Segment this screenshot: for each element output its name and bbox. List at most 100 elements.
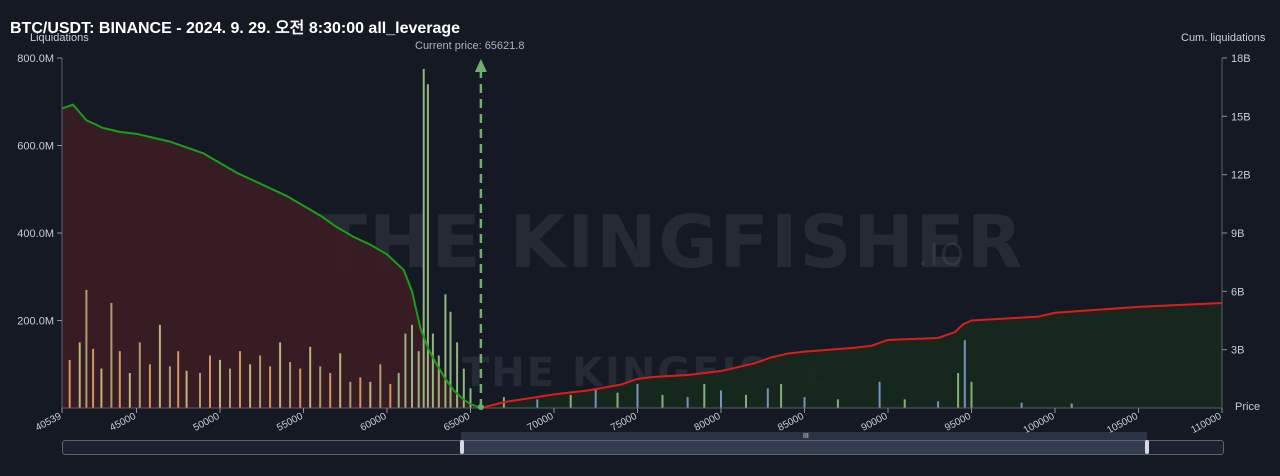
left-tick-label: 600.0M — [17, 141, 54, 153]
liquidation-bar — [444, 294, 447, 409]
liquidation-bar — [836, 399, 839, 409]
liquidation-bar — [158, 324, 161, 408]
current-price-arrow-icon — [474, 59, 487, 72]
liquidation-bar — [185, 370, 188, 408]
liquidation-bar — [92, 348, 95, 408]
liquidation-bar — [279, 342, 282, 408]
liquidation-bar — [309, 346, 312, 409]
liquidation-bar — [369, 381, 372, 409]
liquidation-bar — [569, 394, 572, 408]
liquidation-bar — [138, 342, 141, 408]
liquidation-bar — [766, 388, 769, 408]
cumulative-long-line — [480, 302, 1223, 409]
chart-title: BTC/USDT: BINANCE - 2024. 9. 29. 오전 8:30… — [10, 20, 461, 37]
liquidation-bar — [229, 368, 231, 408]
liquidation-bar — [299, 368, 302, 408]
liquidation-bar — [803, 397, 806, 408]
liquidation-bar — [128, 373, 131, 408]
liquidation-bar — [536, 399, 539, 409]
right-tick-label: 3B — [1231, 345, 1244, 357]
liquidation-bar — [118, 351, 121, 408]
navigator-top-band — [461, 432, 1147, 440]
liquidation-bar — [359, 377, 362, 408]
liquidation-bar — [339, 353, 342, 408]
right-tick-label: 18B — [1231, 53, 1251, 65]
liquidation-bar — [780, 383, 783, 408]
liquidation-bar — [177, 351, 180, 408]
x-tick-label: 75000 — [609, 411, 639, 434]
liquidation-bar — [289, 362, 292, 408]
left-tick-label: 800.0M — [17, 53, 54, 65]
navigator-right-handle[interactable] — [1145, 440, 1149, 454]
right-tick-label: 6B — [1231, 286, 1244, 298]
x-tick-label: 55000 — [275, 411, 305, 434]
liquidation-bar — [594, 388, 597, 408]
liquidation-bar — [319, 366, 322, 408]
watermark-large: THE KINGFISHER — [318, 200, 1025, 284]
right-tick-label: 15B — [1231, 111, 1251, 123]
liquidation-bar — [329, 373, 332, 408]
x-axis-title: Price — [1235, 401, 1261, 413]
x-tick-label: 40539 — [34, 411, 64, 434]
left-tick-label: 400.0M — [17, 228, 54, 240]
liquidation-bar — [422, 68, 425, 409]
liquidation-bar — [239, 351, 241, 408]
liquidation-bar — [437, 355, 440, 408]
liquidation-bar — [168, 366, 171, 408]
liquidation-bar — [878, 381, 881, 409]
x-tick-label: 110000 — [1189, 411, 1223, 436]
x-tick-label: 50000 — [192, 411, 222, 434]
liquidation-bar — [1070, 403, 1073, 408]
left-axis-title: Liquidations — [30, 32, 89, 44]
liquidation-bar — [259, 355, 262, 408]
liquidation-bar — [449, 311, 452, 409]
navigator-grip-icon[interactable]: III — [803, 433, 809, 440]
liquidation-bar — [686, 397, 689, 408]
liquidation-bar — [469, 388, 472, 408]
liquidation-bar — [720, 390, 722, 408]
navigator-left-handle[interactable] — [460, 440, 464, 454]
x-tick-label: 60000 — [359, 411, 389, 434]
cumulative-short-line — [61, 103, 482, 409]
liquidation-bar — [963, 340, 966, 408]
liquidation-bar — [397, 373, 400, 408]
liquidation-bar — [903, 399, 906, 409]
liquidation-bar — [148, 364, 151, 409]
liquidation-bar — [661, 394, 664, 408]
liquidation-bar — [209, 355, 211, 408]
right-axis-title: Cum. liquidations — [1181, 32, 1266, 44]
range-navigator[interactable]: III — [62, 433, 1224, 455]
navigator-selection[interactable] — [462, 441, 1148, 454]
liquidation-bar — [349, 381, 352, 409]
liquidation-bar — [85, 289, 88, 408]
liquidation-bar — [957, 373, 960, 408]
liquidation-bar — [269, 366, 272, 408]
x-tick-label: 65000 — [442, 411, 472, 434]
liquidation-bar — [219, 359, 221, 408]
liquidation-bar — [1020, 402, 1023, 409]
liquidation-bar — [411, 324, 413, 408]
left-tick-label: 200.0M — [17, 316, 54, 328]
liquidation-bar — [456, 342, 459, 408]
liquidation-bar — [100, 368, 103, 408]
liquidation-bar — [745, 394, 747, 408]
x-tick-label: 95000 — [943, 411, 973, 434]
current-price-dot — [477, 404, 484, 410]
liquidation-bar — [199, 373, 201, 408]
right-tick-label: 12B — [1231, 170, 1251, 182]
liquidation-bar — [462, 368, 465, 408]
liquidation-bar — [249, 364, 252, 409]
x-tick-label: 70000 — [526, 411, 556, 434]
liquidation-bar — [431, 333, 434, 408]
long-side-area — [480, 303, 1222, 408]
x-tick-label: 45000 — [108, 411, 138, 434]
right-tick-label: 9B — [1231, 228, 1244, 240]
liquidation-bar — [970, 381, 973, 409]
liquidation-bar — [78, 342, 81, 408]
x-tick-label: 85000 — [776, 411, 806, 434]
current-price-label: Current price: 65621.8 — [415, 40, 525, 52]
liquidation-bar — [636, 383, 639, 408]
liquidation-bar — [379, 364, 382, 409]
liquidation-bar — [404, 333, 407, 408]
